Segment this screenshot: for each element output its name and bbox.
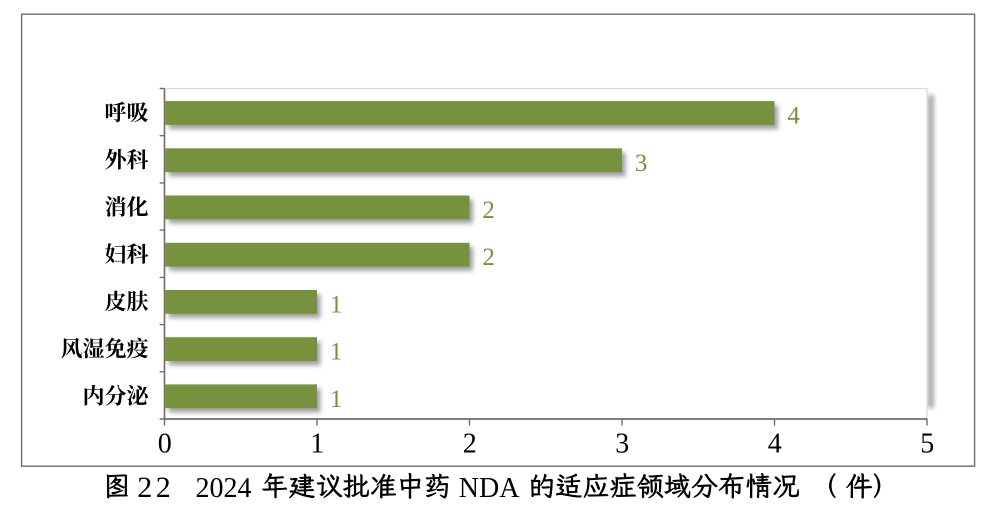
svg-text:5: 5 [920,428,934,459]
svg-text:2: 2 [463,428,477,459]
svg-text:2024: 2024 [196,473,252,504]
svg-text:1: 1 [330,386,343,413]
svg-text:0: 0 [158,428,172,459]
svg-text:2: 2 [156,471,171,504]
svg-text:1: 1 [330,339,343,366]
svg-text:3: 3 [615,428,629,459]
svg-text:2: 2 [482,197,495,224]
svg-text:4: 4 [787,103,800,130]
svg-text:NDA: NDA [459,473,520,504]
svg-text:2: 2 [482,244,495,271]
svg-text:2: 2 [137,471,152,504]
svg-text:1: 1 [310,428,324,459]
svg-text:3: 3 [635,150,648,177]
svg-text:4: 4 [768,428,782,459]
svg-text:1: 1 [330,292,343,319]
